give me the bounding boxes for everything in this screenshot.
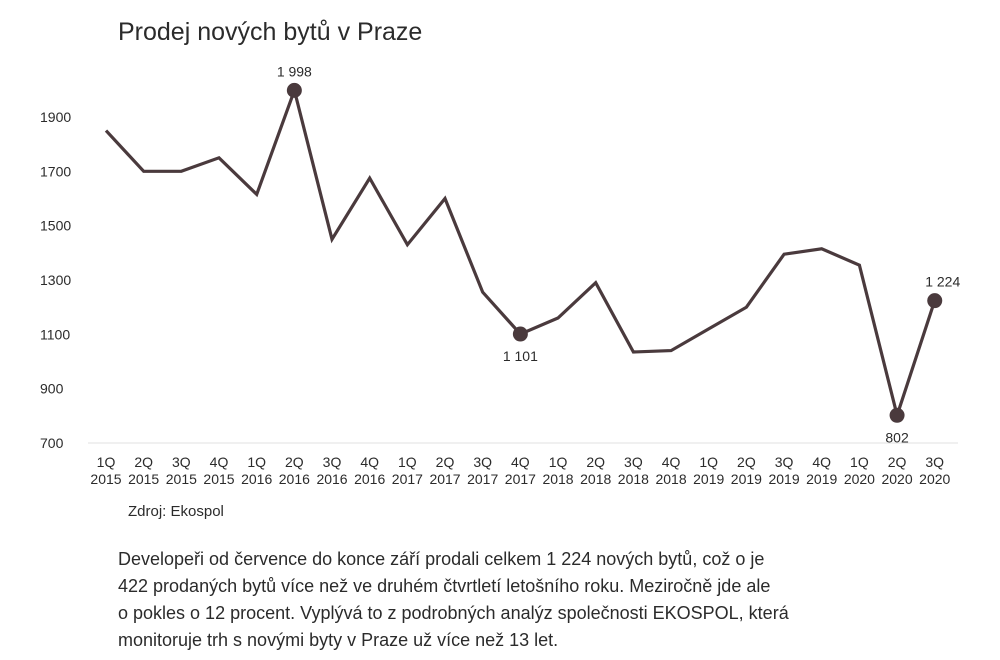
x-tick-label: 3Q 2020 xyxy=(919,454,950,487)
source-note: Zdroj: Ekospol xyxy=(128,503,224,520)
highlight-point xyxy=(927,293,943,309)
x-tick-label: 2Q 2017 xyxy=(429,454,460,487)
x-tick-label: 4Q 2019 xyxy=(806,454,837,487)
x-tick-label: 3Q 2019 xyxy=(768,454,799,487)
x-tick-label: 1Q 2018 xyxy=(542,454,573,487)
y-tick-label: 1900 xyxy=(40,109,71,125)
x-tick-label: 2Q 2019 xyxy=(731,454,762,487)
data-label: 802 xyxy=(885,429,909,445)
description-paragraph: Developeři od července do konce září pro… xyxy=(118,546,918,654)
description-line: monitoruje trh s novými byty v Praze už … xyxy=(118,630,559,650)
x-tick-label: 4Q 2017 xyxy=(505,454,536,487)
y-tick-label: 1300 xyxy=(40,272,71,288)
x-tick-label: 3Q 2015 xyxy=(166,454,197,487)
y-tick-label: 1100 xyxy=(40,326,70,342)
x-tick-label: 1Q 2019 xyxy=(693,454,724,487)
x-tick-label: 4Q 2015 xyxy=(203,454,234,487)
x-tick-label: 2Q 2016 xyxy=(279,454,310,487)
x-tick-label: 1Q 2017 xyxy=(392,454,423,487)
data-label: 1 998 xyxy=(277,63,312,79)
y-tick-label: 1500 xyxy=(40,218,71,234)
x-tick-label: 1Q 2016 xyxy=(241,454,272,487)
x-tick-label: 1Q 2020 xyxy=(844,454,875,487)
y-tick-label: 900 xyxy=(40,381,64,397)
x-tick-label: 4Q 2018 xyxy=(655,454,686,487)
data-label: 1 224 xyxy=(925,274,960,290)
description-line: o pokles o 12 procent. Vyplývá to z podr… xyxy=(118,603,789,623)
x-tick-label: 3Q 2017 xyxy=(467,454,498,487)
x-tick-label: 2Q 2020 xyxy=(881,454,912,487)
description-line: 422 prodaných bytů více než ve druhém čt… xyxy=(118,576,771,596)
chart-title: Prodej nových bytů v Praze xyxy=(118,18,423,46)
x-tick-label: 1Q 2015 xyxy=(90,454,121,487)
x-tick-label: 4Q 2016 xyxy=(354,454,385,487)
highlight-point xyxy=(512,326,528,342)
x-tick-label: 2Q 2015 xyxy=(128,454,159,487)
series-line xyxy=(104,84,937,422)
x-tick-label: 3Q 2016 xyxy=(316,454,347,487)
x-tick-label: 2Q 2018 xyxy=(580,454,611,487)
description-line: Developeři od července do konce září pro… xyxy=(118,549,765,569)
highlight-point xyxy=(889,407,905,423)
data-label: 1 101 xyxy=(503,348,538,364)
x-tick-label: 3Q 2018 xyxy=(618,454,649,487)
y-tick-label: 1700 xyxy=(40,163,71,179)
highlight-point xyxy=(286,82,302,98)
y-tick-label: 700 xyxy=(40,435,64,451)
